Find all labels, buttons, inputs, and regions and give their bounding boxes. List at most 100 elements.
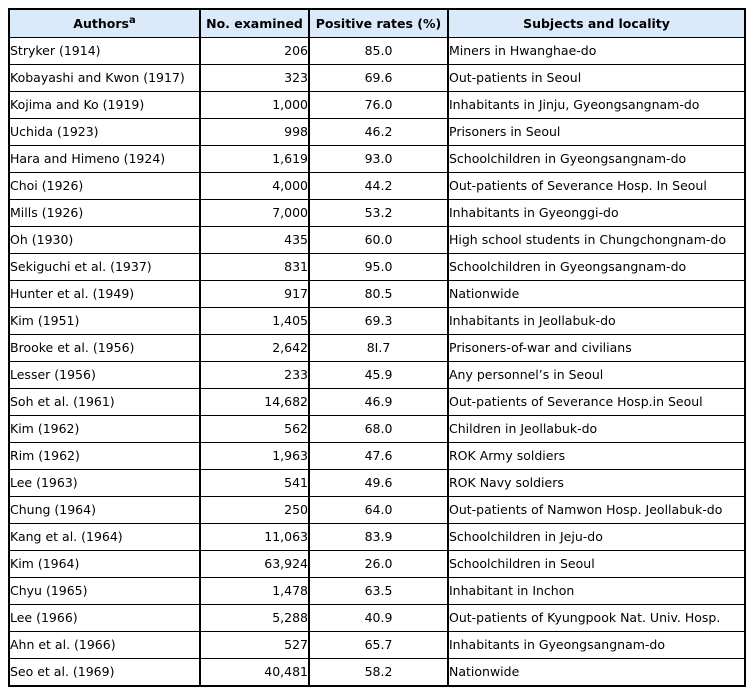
table-row: Lesser (1956) 233 45.9 Any personnel’s in S… xyxy=(8,361,746,389)
table-row: Kim (1962) 562 68.0 Children in Jeollabuk-d… xyxy=(8,415,746,443)
subject-cell: Schoolchildren in Seoul xyxy=(447,550,746,578)
header-no-examined: No. examined xyxy=(199,8,310,38)
examined-cell: 14,682 xyxy=(199,388,310,416)
table-row: Chyu (1965) 1,478 63.5 Inhabitant in Inchon xyxy=(8,577,746,605)
positive-rate-cell: 64.0 xyxy=(308,496,449,524)
examined-cell: 11,063 xyxy=(199,523,310,551)
examined-cell: 917 xyxy=(199,280,310,308)
author-cell: Kim (1964) xyxy=(8,550,201,578)
table-row: Kojima and Ko (1919) 1,000 76.0 Inhabitants… xyxy=(8,91,746,119)
table-row: Stryker (1914) 206 85.0 Miners in Hwanghae-… xyxy=(8,37,746,65)
table-row: Oh (1930) 435 60.0 High school students in … xyxy=(8,226,746,254)
positive-rate-cell: 95.0 xyxy=(308,253,449,281)
positive-rate-cell: 46.9 xyxy=(308,388,449,416)
examined-cell: 5,288 xyxy=(199,604,310,632)
positive-rate-cell: 65.7 xyxy=(308,631,449,659)
author-cell: Lee (1963) xyxy=(8,469,201,497)
positive-rate-cell: 8I.7 xyxy=(308,334,449,362)
examined-cell: 831 xyxy=(199,253,310,281)
subject-cell: ROK Navy soldiers xyxy=(447,469,746,497)
author-cell: Hara and Himeno (1924) xyxy=(8,145,201,173)
header-row: Authorsa No. examined Positive rates (%)… xyxy=(8,8,746,38)
examined-cell: 1,478 xyxy=(199,577,310,605)
author-cell: Uchida (1923) xyxy=(8,118,201,146)
author-cell: Kobayashi and Kwon (1917) xyxy=(8,64,201,92)
author-cell: Mills (1926) xyxy=(8,199,201,227)
author-cell: Lesser (1956) xyxy=(8,361,201,389)
subject-cell: Children in Jeollabuk-do xyxy=(447,415,746,443)
examined-cell: 7,000 xyxy=(199,199,310,227)
author-cell: Soh et al. (1961) xyxy=(8,388,201,416)
examined-cell: 63,924 xyxy=(199,550,310,578)
prevalence-table: Authorsa No. examined Positive rates (%)… xyxy=(8,8,746,687)
subject-cell: Inhabitants in Gyeongsangnam-do xyxy=(447,631,746,659)
author-cell: Kojima and Ko (1919) xyxy=(8,91,201,119)
subject-cell: Inhabitants in Gyeonggi-do xyxy=(447,199,746,227)
positive-rate-cell: 85.0 xyxy=(308,37,449,65)
examined-cell: 4,000 xyxy=(199,172,310,200)
subject-cell: Inhabitants in Jinju, Gyeongsangnam-do xyxy=(447,91,746,119)
subject-cell: High school students in Chungchongnam-do xyxy=(447,226,746,254)
positive-rate-cell: 63.5 xyxy=(308,577,449,605)
subject-cell: ROK Army soldiers xyxy=(447,442,746,470)
subject-cell: Any personnel’s in Seoul xyxy=(447,361,746,389)
table-body: Stryker (1914) 206 85.0 Miners in Hwanghae-… xyxy=(8,37,746,687)
examined-cell: 541 xyxy=(199,469,310,497)
subject-cell: Nationwide xyxy=(447,280,746,308)
positive-rate-cell: 68.0 xyxy=(308,415,449,443)
table-row: Rim (1962) 1,963 47.6 ROK Army soldiers xyxy=(8,442,746,470)
positive-rate-cell: 76.0 xyxy=(308,91,449,119)
positive-rate-cell: 80.5 xyxy=(308,280,449,308)
subject-cell: Inhabitants in Jeollabuk-do xyxy=(447,307,746,335)
author-cell: Kang et al. (1964) xyxy=(8,523,201,551)
examined-cell: 233 xyxy=(199,361,310,389)
table-row: Hunter et al. (1949) 917 80.5 Nationwide xyxy=(8,280,746,308)
author-cell: Lee (1966) xyxy=(8,604,201,632)
examined-cell: 323 xyxy=(199,64,310,92)
positive-rate-cell: 58.2 xyxy=(308,658,449,687)
table-row: Hara and Himeno (1924) 1,619 93.0 Schoolchi… xyxy=(8,145,746,173)
header-authors: Authorsa xyxy=(8,8,201,38)
table-row: Brooke et al. (1956) 2,642 8I.7 Prisoners-o… xyxy=(8,334,746,362)
table-row: Soh et al. (1961) 14,682 46.9 Out-patients … xyxy=(8,388,746,416)
examined-cell: 250 xyxy=(199,496,310,524)
footnote-marker-a: a xyxy=(128,14,136,26)
author-cell: Oh (1930) xyxy=(8,226,201,254)
examined-cell: 562 xyxy=(199,415,310,443)
examined-cell: 1,405 xyxy=(199,307,310,335)
author-cell: Hunter et al. (1949) xyxy=(8,280,201,308)
positive-rate-cell: 45.9 xyxy=(308,361,449,389)
table-row: Sekiguchi et al. (1937) 831 95.0 Schoolchil… xyxy=(8,253,746,281)
examined-cell: 1,963 xyxy=(199,442,310,470)
subject-cell: Schoolchildren in Gyeongsangnam-do xyxy=(447,253,746,281)
header-positive-rates: Positive rates (%) xyxy=(308,8,449,38)
subject-cell: Inhabitant in Inchon xyxy=(447,577,746,605)
positive-rate-cell: 83.9 xyxy=(308,523,449,551)
subject-cell: Out-patients in Seoul xyxy=(447,64,746,92)
author-cell: Brooke et al. (1956) xyxy=(8,334,201,362)
positive-rate-cell: 69.6 xyxy=(308,64,449,92)
subject-cell: Schoolchildren in Jeju-do xyxy=(447,523,746,551)
subject-cell: Prisoners-of-war and civilians xyxy=(447,334,746,362)
table-row: Seo et al. (1969) 40,481 58.2 Nationwide xyxy=(8,658,746,687)
examined-cell: 1,619 xyxy=(199,145,310,173)
table-row: Mills (1926) 7,000 53.2 Inhabitants in Gyeo… xyxy=(8,199,746,227)
examined-cell: 435 xyxy=(199,226,310,254)
table-row: Uchida (1923) 998 46.2 Prisoners in Seoul xyxy=(8,118,746,146)
table-row: Kim (1964) 63,924 26.0 Schoolchildren in Se… xyxy=(8,550,746,578)
author-cell: Ahn et al. (1966) xyxy=(8,631,201,659)
positive-rate-cell: 60.0 xyxy=(308,226,449,254)
examined-cell: 998 xyxy=(199,118,310,146)
author-cell: Stryker (1914) xyxy=(8,37,201,65)
table-row: Kang et al. (1964) 11,063 83.9 Schoolchildr… xyxy=(8,523,746,551)
positive-rate-cell: 47.6 xyxy=(308,442,449,470)
subject-cell: Nationwide xyxy=(447,658,746,687)
subject-cell: Prisoners in Seoul xyxy=(447,118,746,146)
positive-rate-cell: 40.9 xyxy=(308,604,449,632)
author-cell: Kim (1951) xyxy=(8,307,201,335)
table-row: Lee (1963) 541 49.6 ROK Navy soldiers xyxy=(8,469,746,497)
positive-rate-cell: 49.6 xyxy=(308,469,449,497)
examined-cell: 40,481 xyxy=(199,658,310,687)
table-row: Kobayashi and Kwon (1917) 323 69.6 Out-pati… xyxy=(8,64,746,92)
